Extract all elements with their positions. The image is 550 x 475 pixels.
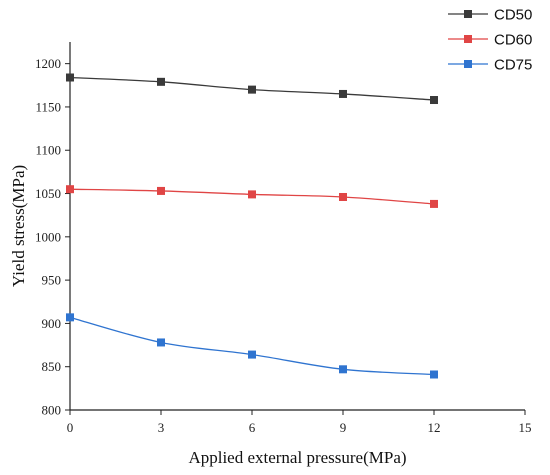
series-group — [66, 73, 438, 379]
data-point-cd75 — [248, 350, 256, 359]
legend-marker-cd75 — [464, 60, 472, 68]
y-tick-label: 1000 — [35, 229, 61, 244]
data-point-cd75 — [339, 365, 347, 374]
data-point-cd50 — [430, 96, 438, 105]
legend-marker-cd60 — [464, 35, 472, 43]
x-axis-title: Applied external pressure(MPa) — [188, 448, 406, 467]
x-tick-label: 12 — [428, 420, 441, 435]
data-point-cd75 — [157, 338, 165, 347]
x-tick-label: 0 — [67, 420, 74, 435]
x-tick-label: 15 — [519, 420, 532, 435]
x-tick-label: 3 — [158, 420, 165, 435]
legend: CD50 CD60 CD75 — [448, 7, 532, 74]
data-point-cd50 — [157, 77, 165, 86]
y-axis-title: Yield stress(MPa) — [9, 165, 28, 287]
axes — [65, 42, 526, 415]
data-point-cd75 — [430, 370, 438, 379]
y-tick-label: 950 — [42, 273, 62, 288]
legend-label-cd50: CD50 — [494, 7, 532, 24]
data-point-cd60 — [66, 185, 74, 194]
y-tick-label: 1050 — [35, 186, 61, 201]
y-tick-label: 1200 — [35, 56, 61, 71]
y-tick-label: 800 — [42, 403, 62, 418]
legend-marker-cd50 — [464, 10, 472, 18]
tick-labels: 0 3 6 9 12 15 800 850 900 950 1000 1050 1100 1150 1200 — [35, 56, 532, 435]
y-tick-label: 850 — [42, 359, 62, 374]
data-point-cd60 — [339, 192, 347, 201]
legend-label-cd75: CD75 — [494, 57, 532, 74]
y-tick-label: 1150 — [35, 99, 61, 114]
data-point-cd50 — [248, 85, 256, 94]
data-point-cd60 — [430, 199, 438, 208]
y-tick-label: 900 — [42, 316, 62, 331]
y-tick-label: 1100 — [35, 143, 61, 158]
x-tick-label: 6 — [249, 420, 256, 435]
data-point-cd75 — [66, 313, 74, 322]
data-point-cd50 — [339, 89, 347, 98]
x-tick-label: 9 — [340, 420, 347, 435]
series-line-cd75 — [69, 316, 435, 376]
data-point-cd50 — [66, 73, 74, 82]
data-point-cd60 — [157, 186, 165, 195]
data-point-cd60 — [248, 190, 256, 199]
legend-label-cd60: CD60 — [494, 32, 532, 49]
